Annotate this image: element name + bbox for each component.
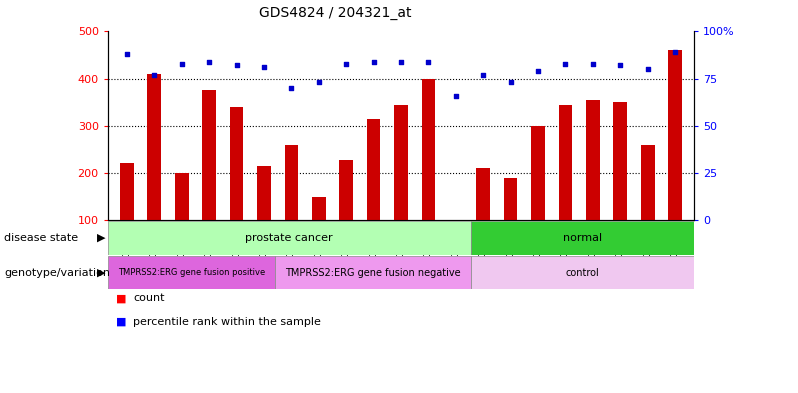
Bar bbox=[339, 160, 353, 267]
Point bbox=[312, 79, 325, 86]
Bar bbox=[421, 79, 435, 267]
Bar bbox=[120, 163, 134, 267]
Point bbox=[504, 79, 517, 86]
Bar bbox=[394, 105, 408, 267]
Text: ▶: ▶ bbox=[97, 268, 105, 277]
Text: count: count bbox=[133, 293, 164, 303]
Bar bbox=[285, 145, 298, 267]
Bar bbox=[559, 105, 572, 267]
Point bbox=[449, 92, 462, 99]
Text: disease state: disease state bbox=[4, 233, 78, 243]
Bar bbox=[257, 166, 271, 267]
Text: normal: normal bbox=[563, 233, 602, 243]
Point bbox=[367, 59, 380, 65]
Point bbox=[614, 62, 626, 68]
Point bbox=[148, 72, 160, 78]
Text: GDS4824 / 204321_at: GDS4824 / 204321_at bbox=[259, 6, 412, 20]
Point bbox=[258, 64, 271, 70]
Point bbox=[642, 66, 654, 72]
Bar bbox=[175, 173, 188, 267]
Bar bbox=[471, 221, 694, 255]
Point bbox=[176, 61, 188, 67]
Point bbox=[559, 61, 572, 67]
Bar bbox=[614, 102, 627, 267]
Bar bbox=[202, 90, 216, 267]
Point bbox=[669, 49, 681, 55]
Bar bbox=[641, 145, 654, 267]
Text: ■: ■ bbox=[116, 317, 126, 327]
Point bbox=[587, 61, 599, 67]
Point bbox=[422, 59, 435, 65]
Point bbox=[285, 85, 298, 91]
Bar bbox=[312, 196, 326, 267]
Bar bbox=[476, 168, 490, 267]
Bar bbox=[148, 74, 161, 267]
Point bbox=[477, 72, 490, 78]
Bar bbox=[668, 50, 682, 267]
Point bbox=[340, 61, 353, 67]
Text: genotype/variation: genotype/variation bbox=[4, 268, 110, 277]
Point bbox=[394, 59, 407, 65]
Text: TMPRSS2:ERG gene fusion positive: TMPRSS2:ERG gene fusion positive bbox=[118, 268, 265, 277]
Bar bbox=[275, 256, 471, 289]
Text: percentile rank within the sample: percentile rank within the sample bbox=[133, 317, 321, 327]
Text: TMPRSS2:ERG gene fusion negative: TMPRSS2:ERG gene fusion negative bbox=[285, 268, 461, 277]
Bar bbox=[531, 126, 545, 267]
Point bbox=[531, 68, 544, 74]
Text: prostate cancer: prostate cancer bbox=[246, 233, 333, 243]
Point bbox=[120, 51, 133, 57]
Bar bbox=[471, 256, 694, 289]
Text: ▶: ▶ bbox=[97, 233, 105, 243]
Bar bbox=[504, 178, 517, 267]
Point bbox=[230, 62, 243, 68]
Bar bbox=[108, 256, 275, 289]
Text: ■: ■ bbox=[116, 293, 126, 303]
Bar bbox=[449, 220, 463, 267]
Text: control: control bbox=[566, 268, 599, 277]
Point bbox=[203, 59, 215, 65]
Bar bbox=[108, 221, 471, 255]
Bar bbox=[367, 119, 381, 267]
Bar bbox=[586, 100, 600, 267]
Bar bbox=[230, 107, 243, 267]
